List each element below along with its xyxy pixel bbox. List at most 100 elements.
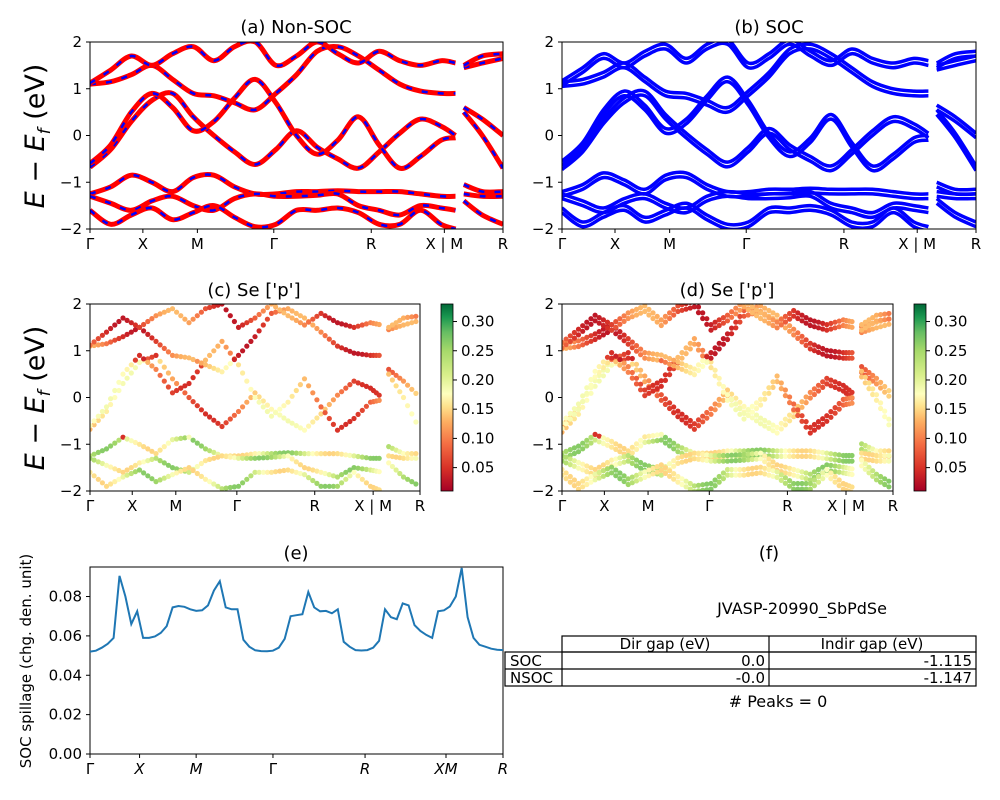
- projection-point: [878, 448, 884, 454]
- projection-point: [575, 338, 582, 344]
- projection-point: [729, 391, 735, 397]
- projection-point: [281, 415, 287, 421]
- projection-point: [642, 469, 648, 475]
- projection-point: [886, 388, 892, 394]
- projection-point: [828, 326, 834, 332]
- projection-point: [252, 451, 258, 457]
- projection-point: [642, 474, 648, 480]
- projection-point: [326, 451, 332, 457]
- projection-point: [638, 437, 644, 443]
- projection-point: [588, 333, 594, 339]
- projection-point: [862, 380, 868, 386]
- projection-point: [638, 367, 644, 373]
- projection-point: [575, 343, 582, 350]
- projection-point: [339, 389, 345, 395]
- projection-point: [737, 448, 743, 454]
- projection-point: [393, 383, 399, 389]
- projection-point: [625, 315, 631, 322]
- projection-point: [124, 366, 130, 372]
- projection-point: [638, 352, 644, 358]
- projection-point: [741, 304, 747, 310]
- projection-point: [571, 463, 578, 469]
- colorbar-tick-label: 0.15: [461, 400, 494, 418]
- spillage-line: [89, 567, 504, 653]
- panel-e-xtick-label: Γ: [269, 760, 278, 778]
- projection-point: [281, 453, 287, 459]
- projection-point: [592, 368, 598, 374]
- projection-point: [248, 386, 254, 392]
- projection-point: [223, 485, 229, 491]
- projection-point: [351, 350, 357, 356]
- projection-point: [169, 390, 176, 396]
- projection-point: [256, 451, 262, 457]
- projection-point: [132, 357, 138, 363]
- projection-point: [413, 451, 419, 457]
- projection-point: [712, 407, 718, 413]
- projection-point: [807, 317, 813, 323]
- projection-point: [621, 445, 627, 452]
- projection-point: [811, 348, 818, 354]
- projection-point: [712, 319, 718, 325]
- projection-point: [712, 345, 718, 351]
- projection-point: [103, 341, 110, 347]
- spillage-ylabel: SOC spillage (chg. den. unit): [17, 554, 35, 769]
- projection-point: [658, 322, 664, 329]
- projection-point: [351, 469, 357, 475]
- band-line: [935, 103, 976, 135]
- projection-point: [169, 306, 176, 312]
- projection-point: [580, 446, 586, 452]
- projection-point: [799, 399, 805, 405]
- projection-point: [116, 387, 122, 394]
- projection-point: [737, 313, 743, 319]
- projection-point: [700, 482, 706, 488]
- panel-d-xtick-label: R: [888, 497, 898, 515]
- projection-point: [103, 483, 110, 489]
- projection-point: [815, 449, 822, 455]
- projection-point: [671, 476, 677, 482]
- projection-point: [836, 457, 842, 464]
- projection-point: [301, 322, 308, 328]
- projection-point: [252, 315, 258, 321]
- projection-point: [400, 474, 407, 480]
- projection-point: [820, 416, 826, 422]
- projection-point: [633, 348, 640, 354]
- projection-point: [650, 382, 656, 388]
- projection-point: [617, 334, 623, 340]
- projection-point: [733, 452, 739, 458]
- projection-point: [273, 454, 279, 460]
- projection-point: [758, 304, 764, 309]
- projection-point: [194, 313, 200, 319]
- projection-point: [363, 352, 369, 358]
- projection-point: [695, 456, 702, 462]
- projection-point: [642, 434, 648, 440]
- projection-point: [774, 469, 780, 475]
- projection-point: [310, 419, 316, 425]
- projection-point: [625, 476, 631, 482]
- projection-point: [828, 383, 834, 389]
- projection-point: [675, 443, 681, 449]
- projection-point: [679, 445, 685, 451]
- projection-point: [617, 443, 623, 449]
- projection-point: [667, 361, 673, 367]
- projection-point: [563, 425, 569, 431]
- projection-point: [683, 420, 689, 426]
- projection-point: [679, 304, 685, 308]
- projection-point: [774, 453, 780, 459]
- projection-point: [766, 315, 772, 321]
- projection-point: [604, 442, 611, 448]
- band-line: [935, 108, 976, 167]
- projection-point: [91, 418, 97, 424]
- projection-point: [824, 375, 830, 381]
- projection-point: [782, 475, 789, 481]
- projection-point: [638, 387, 644, 393]
- projection-point: [654, 357, 660, 363]
- projection-point: [832, 463, 838, 469]
- projection-point: [774, 312, 780, 318]
- projection-point: [376, 397, 382, 403]
- panel-e-xtick-label: Γ: [86, 760, 95, 778]
- projection-point: [588, 465, 594, 471]
- projection-point: [293, 317, 299, 323]
- projection-point: [862, 374, 868, 380]
- projection-point: [716, 340, 722, 346]
